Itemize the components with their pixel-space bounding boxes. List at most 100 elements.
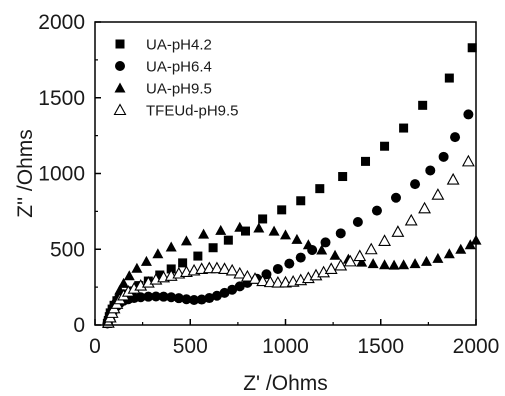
data-point: [388, 259, 400, 270]
data-point: [291, 233, 303, 244]
series-TFEUd-pH9.5: [101, 154, 475, 328]
data-point: [380, 141, 390, 151]
data-point: [155, 270, 165, 280]
data-point: [446, 172, 460, 185]
data-point: [193, 251, 203, 261]
data-point: [234, 281, 245, 292]
data-point: [204, 293, 215, 304]
data-point: [152, 248, 164, 259]
data-point: [225, 263, 239, 276]
points-layer: [101, 43, 482, 329]
data-point: [280, 229, 291, 240]
data-point: [467, 43, 477, 53]
data-point: [261, 269, 272, 280]
legend-label: UA-pH4.2: [146, 37, 212, 54]
data-point: [367, 258, 379, 269]
data-point: [404, 213, 418, 226]
data-point: [202, 261, 216, 274]
data-point: [150, 291, 161, 302]
series-UA-pH6.4: [102, 109, 474, 329]
data-point: [277, 205, 287, 215]
data-point: [234, 221, 246, 232]
data-point: [240, 269, 254, 282]
legend-marker: [115, 39, 125, 49]
data-point: [320, 237, 331, 248]
y-tick-label: 500: [50, 238, 85, 261]
data-point: [219, 287, 230, 298]
data-point: [218, 262, 231, 274]
legend-marker: [113, 103, 127, 116]
data-point: [418, 201, 431, 214]
data-point: [399, 123, 409, 133]
data-point: [335, 228, 346, 239]
data-point: [143, 291, 154, 302]
data-point: [284, 258, 295, 269]
data-point: [165, 241, 177, 252]
data-point: [166, 264, 176, 274]
data-point: [438, 151, 449, 162]
data-point: [398, 259, 410, 270]
x-tick-label: 0: [89, 335, 101, 358]
x-tick-label: 1500: [357, 335, 404, 358]
data-point: [329, 249, 341, 260]
data-point: [135, 292, 146, 303]
data-point: [296, 196, 306, 206]
data-point: [378, 234, 391, 246]
data-point: [316, 244, 328, 255]
legend-item: TFEUd-pH9.5: [113, 103, 239, 120]
data-point: [158, 291, 169, 302]
data-point: [432, 252, 444, 263]
data-point: [420, 255, 432, 266]
data-point: [461, 154, 475, 167]
data-point: [123, 270, 135, 281]
data-point: [361, 156, 371, 166]
x-tick-label: 2000: [453, 335, 500, 358]
ticks-layer: 0 500 1000 1500 2000 0 500 1000 1500 2000: [38, 11, 499, 358]
y-axis-label: Z'' /Ohms: [14, 129, 37, 218]
y-tick-label: 0: [73, 314, 85, 337]
data-point: [324, 262, 338, 274]
data-point: [391, 225, 405, 237]
data-point: [233, 266, 247, 279]
x-tick-label: 1000: [262, 335, 309, 358]
data-point: [463, 109, 474, 120]
x-axis-label: Z' /Ohms: [243, 372, 328, 395]
legend: UA-pH4.2 UA-pH6.4 UA-pH9.5 TFEUd-pH9.5: [113, 37, 239, 120]
data-point: [409, 258, 421, 269]
data-point: [272, 263, 283, 274]
data-point: [271, 275, 285, 288]
data-point: [268, 225, 280, 236]
data-point: [131, 262, 143, 273]
data-point: [338, 172, 348, 182]
data-point: [166, 292, 177, 303]
data-point: [443, 248, 455, 259]
data-point: [211, 290, 222, 301]
data-point: [379, 259, 391, 270]
data-point: [410, 179, 421, 190]
data-point: [240, 226, 250, 236]
y-tick-label: 1500: [38, 87, 85, 110]
data-point: [352, 216, 363, 227]
data-point: [140, 255, 152, 266]
data-point: [181, 294, 192, 305]
legend-item: UA-pH4.2: [115, 37, 212, 54]
legend-marker: [115, 61, 125, 71]
data-point: [315, 184, 325, 194]
data-point: [455, 243, 467, 254]
x-tick-label: 500: [173, 335, 208, 358]
data-point: [227, 284, 238, 295]
data-point: [215, 224, 227, 235]
data-point: [253, 222, 265, 233]
data-point: [302, 239, 314, 250]
data-point: [353, 249, 367, 262]
data-point: [418, 100, 428, 110]
legend-item: UA-pH9.5: [114, 81, 212, 98]
data-point: [196, 294, 207, 305]
data-point: [334, 258, 348, 271]
legend-marker: [114, 82, 126, 93]
legend-label: UA-pH9.5: [146, 81, 212, 98]
data-point: [390, 192, 401, 203]
data-point: [198, 228, 210, 239]
legend-item: UA-pH6.4: [115, 59, 212, 76]
data-point: [178, 258, 188, 268]
